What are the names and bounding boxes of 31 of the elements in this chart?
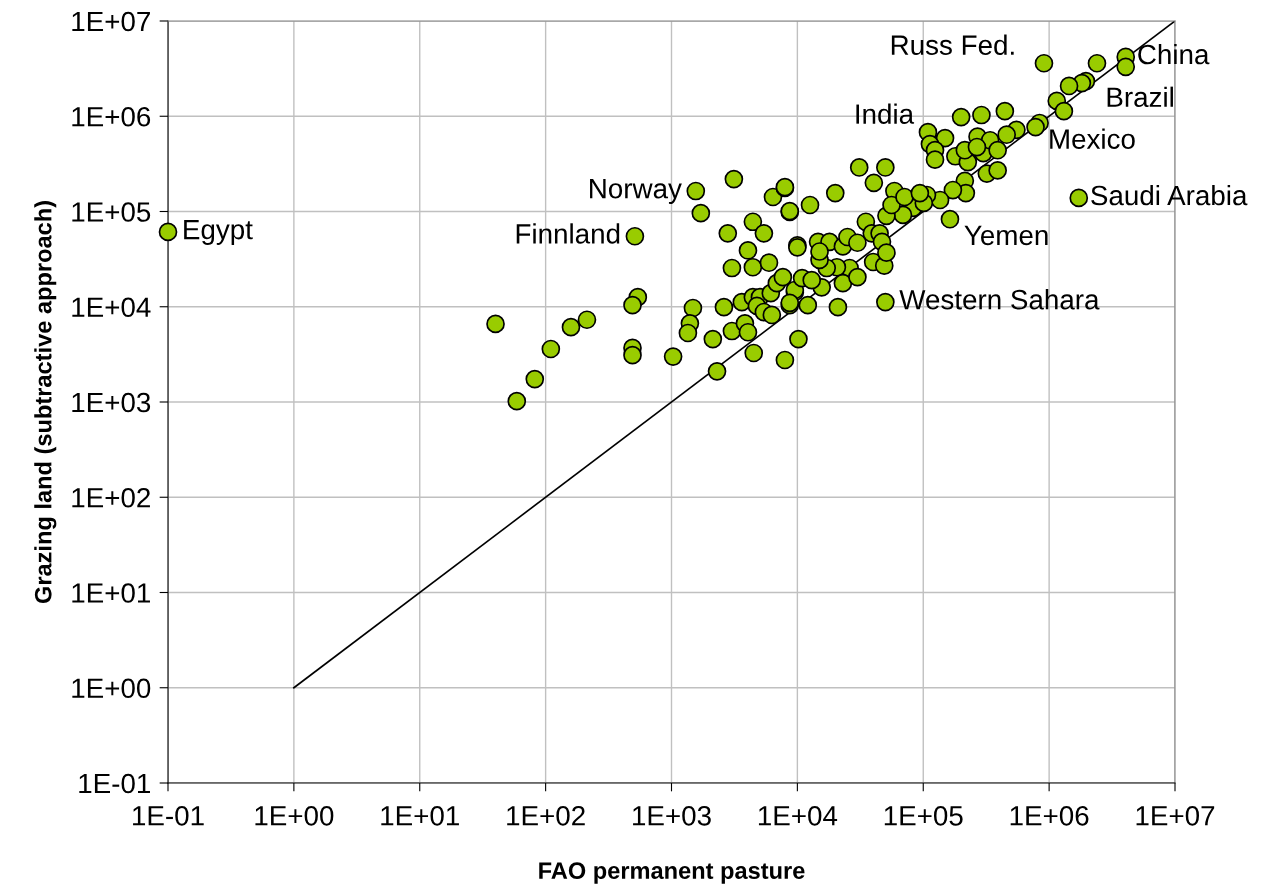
x-tick-label: 1E+03 [633, 805, 711, 826]
y-tick-label: 1E+06 [72, 106, 151, 127]
x-tick-label: 1E-01 [133, 805, 204, 826]
annotation: China [1138, 43, 1210, 65]
x-tick-label: 1E+05 [884, 805, 963, 826]
annotation: Norway [590, 179, 682, 204]
x-tick-label: 1E+02 [507, 805, 585, 826]
y-tick-label: 1E+01 [72, 583, 150, 603]
y-tick-label: 1E+02 [72, 487, 150, 508]
x-axis-title: FAO permanent pasture [539, 862, 805, 884]
y-axis-title: Grazing land (subtractive approach) [34, 201, 57, 604]
x-tick-label: 1E+01 [381, 805, 459, 826]
x-tick-label: 1E+04 [758, 805, 838, 826]
annotation: India [856, 103, 915, 124]
x-tick-label: 1E+07 [1136, 805, 1215, 826]
annotation: Russ Fed. [891, 34, 1014, 55]
y-tick-label: 1E+04 [72, 297, 151, 318]
annotation: Saudi Arabia [1091, 184, 1248, 206]
x-tick-label: 1E+06 [1010, 805, 1089, 826]
y-tick-label: 1E-01 [79, 773, 150, 794]
y-tick-label: 1E+00 [72, 678, 151, 699]
annotation: Western Sahara [899, 289, 1100, 310]
annotation: Mexico [1050, 128, 1135, 149]
annotation: Brazil [1107, 86, 1173, 108]
y-tick-label: 1E+07 [72, 11, 150, 32]
annotation: Egypt [184, 220, 253, 245]
y-tick-label: 1E+03 [72, 392, 151, 413]
x-tick-label: 1E+00 [255, 805, 334, 826]
y-tick-label: 1E+05 [72, 202, 151, 222]
annotation: Yemen [964, 225, 1048, 246]
annotation: Finnland [516, 223, 620, 244]
